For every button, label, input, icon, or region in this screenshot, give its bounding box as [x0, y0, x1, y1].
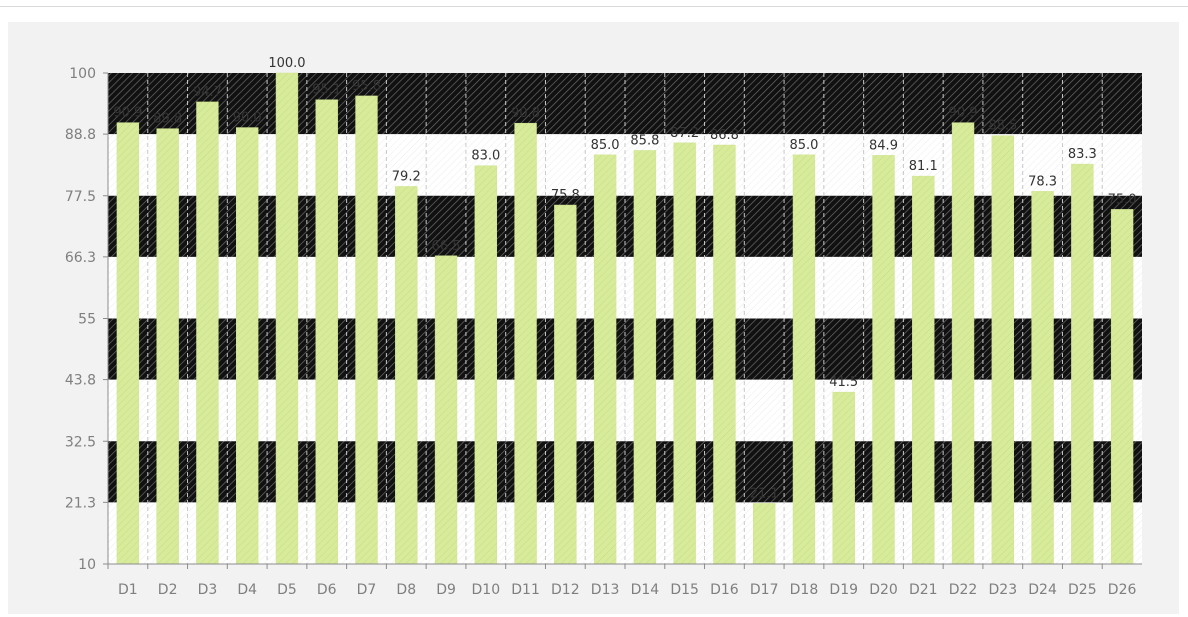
x-tick-label: D22	[949, 582, 978, 598]
x-tick-label: D19	[829, 582, 858, 598]
x-tick-label: D4	[237, 582, 257, 598]
bar-D5	[275, 72, 299, 565]
bar-D7	[355, 95, 378, 565]
data-label: 85.0	[789, 138, 818, 153]
bar-D2	[156, 128, 179, 565]
data-label: 95.1	[312, 83, 341, 98]
y-tick-label: 77.5	[65, 189, 96, 205]
data-label: 95.8	[352, 79, 381, 94]
data-label: 75.0	[1108, 192, 1137, 207]
bar-D18	[792, 154, 816, 565]
bar-D10	[474, 165, 497, 565]
x-tick-label: D17	[750, 582, 779, 598]
bar-D1	[116, 122, 140, 565]
bar-D15	[673, 142, 696, 565]
data-label: 75.8	[551, 188, 580, 203]
x-tick-label: D7	[357, 582, 377, 598]
y-tick-label: 88.8	[65, 127, 96, 143]
x-tick-label: D5	[277, 582, 297, 598]
bar-D21	[912, 175, 935, 565]
x-tick-label: D24	[1028, 582, 1057, 598]
data-label: 79.2	[392, 169, 421, 184]
x-tick-label: D1	[118, 582, 138, 598]
data-label: 83.0	[471, 149, 500, 164]
top-rule	[0, 0, 1188, 7]
data-label: 88.5	[988, 119, 1017, 134]
data-label: 86.8	[710, 128, 739, 143]
bar-D17	[753, 503, 776, 565]
data-label: 41.5	[829, 375, 858, 390]
x-tick-label: D18	[790, 582, 819, 598]
bar-D6	[315, 99, 338, 565]
x-tick-label: D13	[591, 582, 620, 598]
x-tick-label: D23	[989, 582, 1018, 598]
bar-D11	[514, 122, 537, 565]
data-label: 85.0	[591, 138, 620, 153]
x-tick-label: D26	[1108, 582, 1137, 598]
y-tick-label: 100	[69, 66, 96, 82]
data-label: 90.9	[949, 106, 978, 121]
bar-D24	[1031, 191, 1054, 565]
data-label: 90.0	[233, 111, 262, 126]
data-label: 83.3	[1068, 147, 1097, 162]
x-tick-label: D21	[909, 582, 938, 598]
bar-D9	[434, 255, 458, 565]
x-tick-label: D15	[670, 582, 699, 598]
y-tick-label: 10	[78, 557, 96, 573]
grid-band-2	[108, 195, 1142, 257]
bar-D16	[713, 144, 736, 565]
data-label: 100.0	[268, 56, 305, 71]
bar-D19	[832, 391, 855, 565]
x-tick-label: D25	[1068, 582, 1097, 598]
data-label: 81.1	[909, 159, 938, 174]
bar-D23	[991, 135, 1014, 565]
y-tick-label: 55	[78, 312, 96, 328]
bar-D13	[593, 154, 617, 565]
x-tick-label: D8	[396, 582, 416, 598]
data-label: 94.7	[193, 85, 222, 100]
data-label: 85.8	[630, 133, 659, 148]
x-tick-label: D16	[710, 582, 739, 598]
data-label: 90.8	[511, 106, 540, 121]
x-tick-label: D2	[158, 582, 178, 598]
y-tick-label: 66.3	[65, 250, 96, 266]
x-tick-label: D11	[511, 582, 540, 598]
bar-D12	[554, 204, 577, 565]
bar-D4	[236, 127, 259, 565]
x-tick-label: D10	[472, 582, 501, 598]
data-label: 78.3	[1028, 174, 1057, 189]
y-tick-label: 32.5	[65, 434, 96, 450]
data-label: 87.2	[670, 126, 699, 141]
x-tick-label: D3	[198, 582, 218, 598]
y-tick-label: 21.3	[65, 495, 96, 511]
data-label: 89.8	[153, 112, 182, 127]
data-label: 66.5	[432, 239, 461, 254]
bar-D14	[633, 150, 657, 565]
bar-D3	[196, 101, 219, 565]
bar-D8	[395, 186, 418, 565]
y-tick-label: 43.8	[65, 373, 96, 389]
x-tick-label: D6	[317, 582, 337, 598]
data-label: 84.9	[869, 138, 898, 153]
bar-D25	[1071, 163, 1094, 565]
x-tick-label: D14	[631, 582, 660, 598]
x-tick-label: D9	[436, 582, 456, 598]
x-tick-label: D12	[551, 582, 580, 598]
data-label: 21.1	[750, 486, 779, 501]
bar-D26	[1110, 209, 1134, 565]
bar-D22	[951, 122, 975, 565]
x-tick-label: D20	[869, 582, 898, 598]
bar-D20	[872, 155, 895, 565]
data-label: 90.9	[113, 106, 142, 121]
